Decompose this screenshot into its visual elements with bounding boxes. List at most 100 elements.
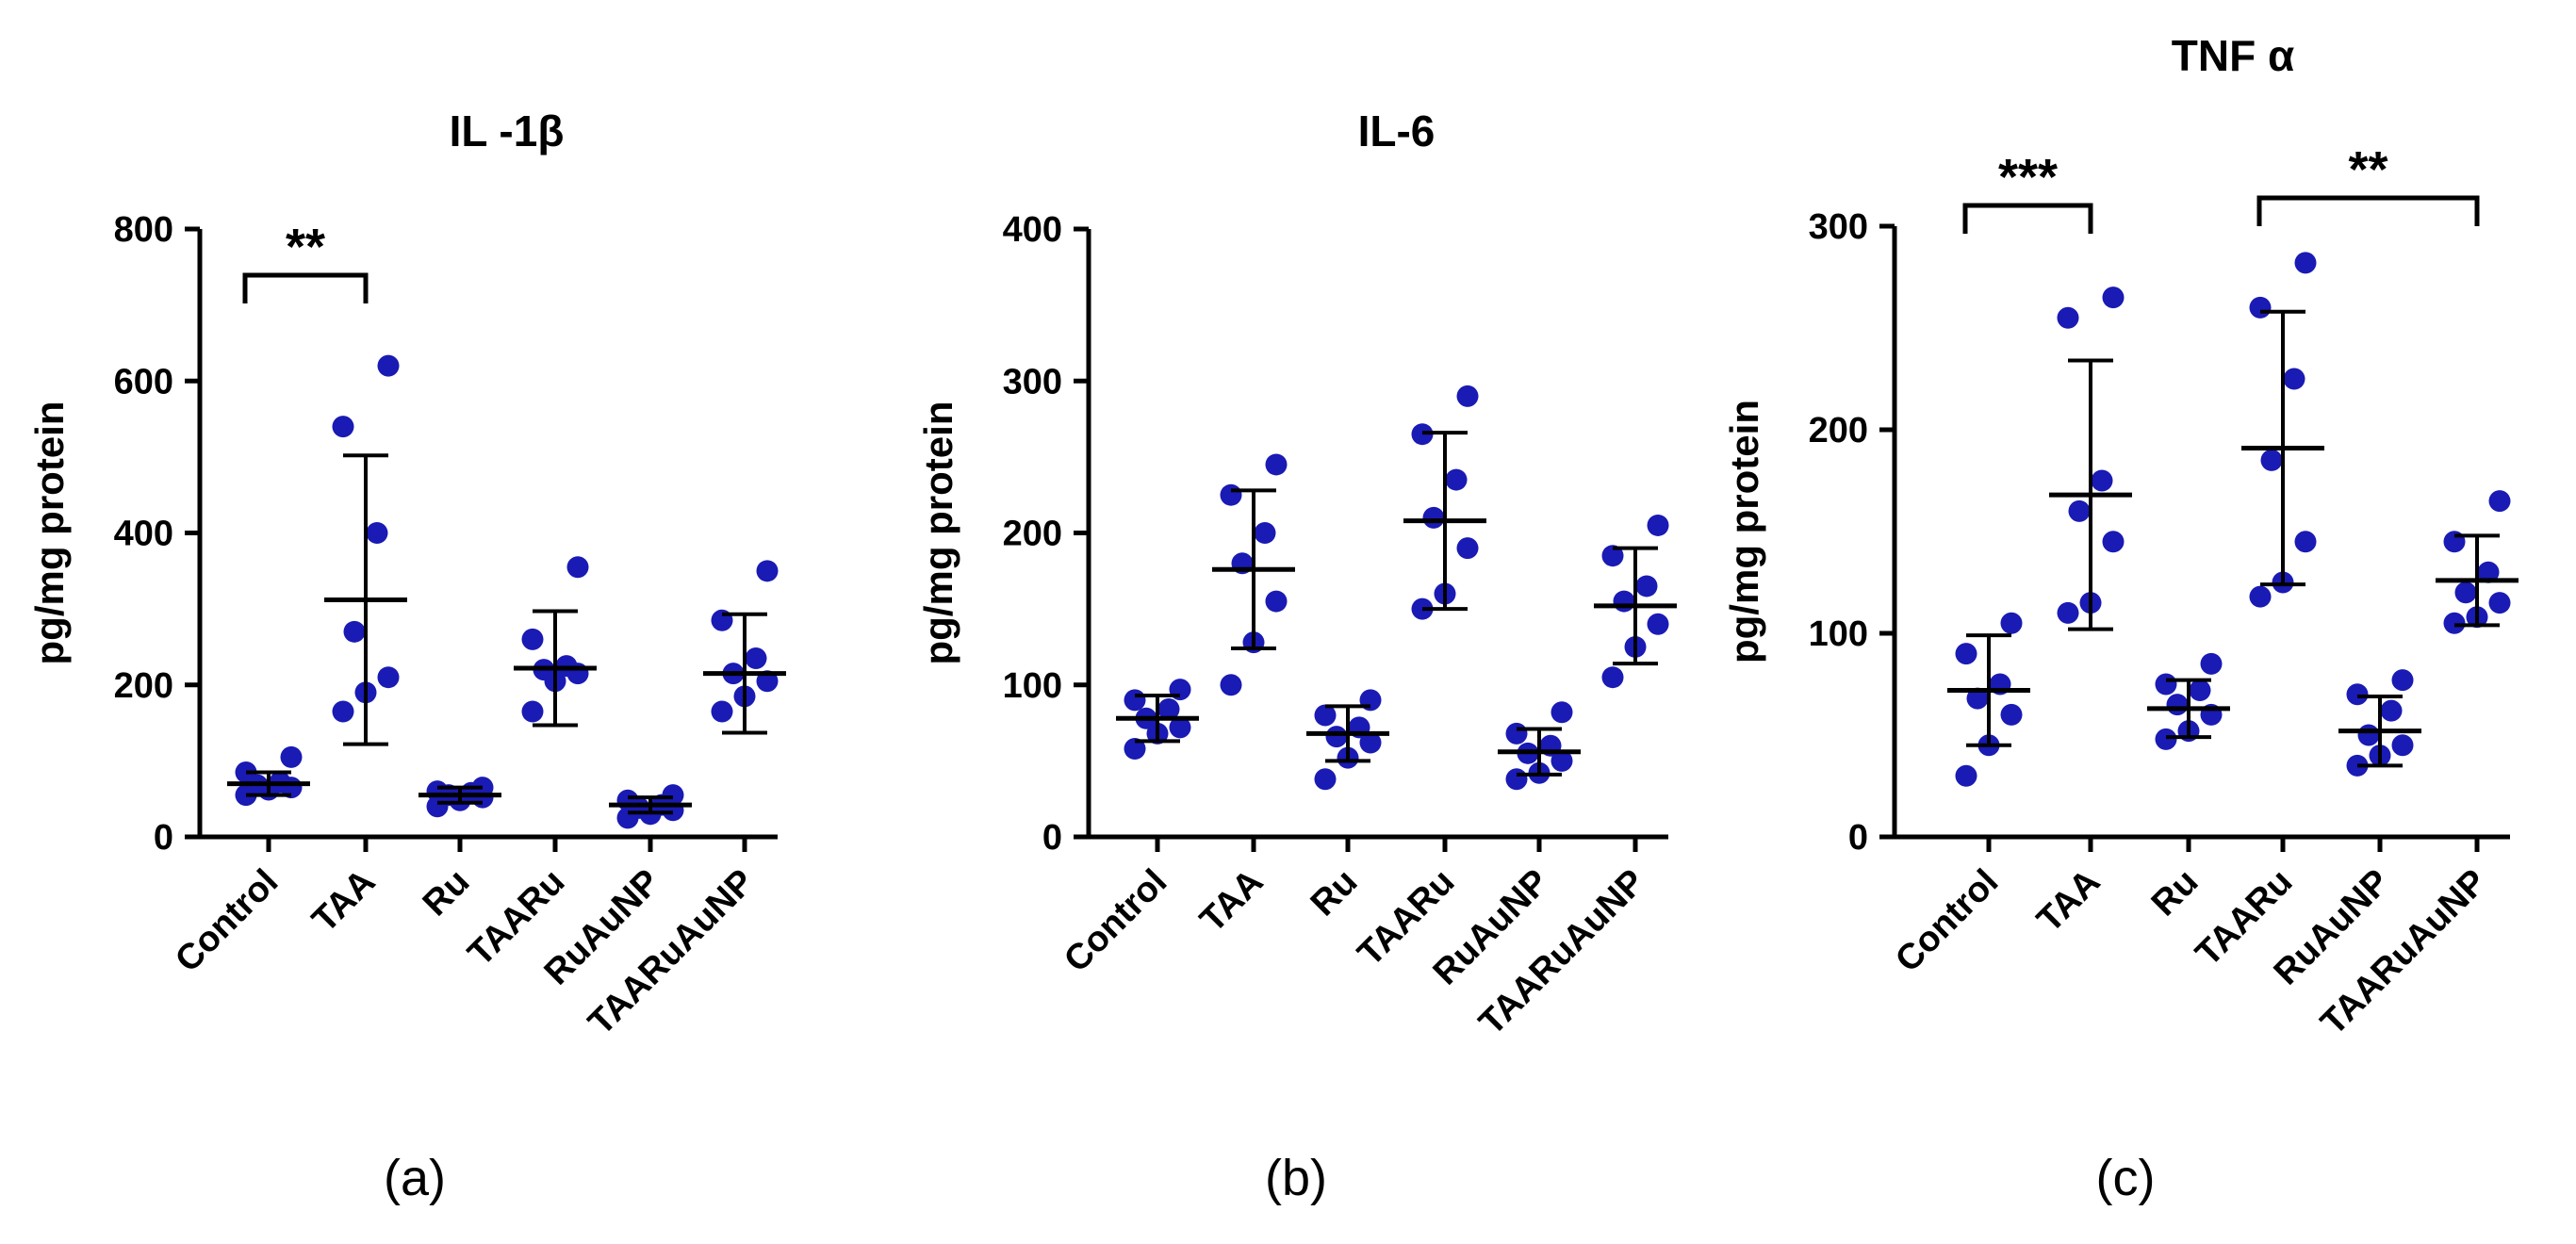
data-point	[1325, 726, 1348, 748]
x-tick-label: TAARuAuNP	[2313, 862, 2494, 1043]
data-point	[2155, 673, 2177, 696]
x-tick-label: TAARuAuNP	[1471, 862, 1652, 1043]
data-point	[2357, 724, 2380, 746]
y-tick-label: 300	[1003, 362, 1062, 401]
y-tick-label: 200	[114, 666, 173, 706]
data-point	[2260, 449, 2283, 471]
data-point	[1613, 590, 1635, 613]
data-point	[1445, 468, 1468, 491]
data-point	[2346, 683, 2369, 706]
data-point	[2200, 652, 2223, 675]
data-point	[1265, 453, 1288, 476]
y-tick-label: 300	[1809, 207, 1868, 247]
data-point	[1551, 749, 1573, 772]
data-point	[1265, 590, 1288, 613]
data-point	[1647, 613, 1669, 635]
data-point	[377, 666, 400, 689]
data-point	[1124, 689, 1146, 712]
data-point	[2000, 703, 2023, 726]
y-tick-label: 200	[1003, 515, 1062, 554]
data-point	[745, 647, 767, 670]
data-point	[662, 784, 684, 807]
data-point	[2283, 368, 2305, 390]
data-point	[1220, 674, 1242, 696]
data-point	[2488, 490, 2511, 513]
y-tick-label: 200	[1809, 411, 1868, 450]
x-tick-label: TAA	[2029, 862, 2108, 941]
data-point	[2102, 286, 2125, 309]
significance-label: **	[286, 219, 325, 275]
significance-bracket	[242, 272, 369, 303]
data-point	[366, 522, 388, 544]
data-point	[2102, 531, 2125, 553]
data-point	[1551, 701, 1573, 724]
data-point	[280, 745, 303, 768]
data-point	[1314, 768, 1337, 791]
data-point	[2380, 699, 2403, 722]
significance-bracket	[2256, 195, 2480, 226]
data-point	[2166, 694, 2189, 716]
data-point	[1314, 704, 1337, 727]
panel-label: (b)	[1265, 1150, 1327, 1206]
data-point	[2155, 728, 2177, 750]
data-point	[1169, 716, 1191, 739]
panel-label: (a)	[384, 1150, 446, 1206]
data-point	[332, 416, 354, 438]
data-point	[1456, 537, 1479, 560]
chart-title: IL-6	[1358, 106, 1436, 156]
data-point	[2294, 252, 2317, 274]
data-point	[1955, 764, 1977, 787]
data-point	[1601, 666, 1624, 689]
data-point	[566, 556, 589, 579]
data-point	[1456, 385, 1479, 407]
data-point	[2391, 669, 2414, 692]
data-point	[377, 354, 400, 377]
chart-title: TNF α	[2172, 31, 2294, 80]
y-tick-label: 100	[1809, 614, 1868, 654]
data-point	[2249, 585, 2272, 608]
data-point	[616, 789, 639, 811]
data-point	[2454, 581, 2477, 604]
x-tick-label: TAA	[304, 862, 383, 941]
y-tick-label: 800	[114, 210, 173, 250]
data-point	[1359, 731, 1382, 754]
y-tick-label: 400	[114, 515, 173, 554]
chart-title: IL -1β	[450, 106, 565, 156]
x-tick-label: Control	[1057, 862, 1174, 980]
data-point	[756, 560, 779, 582]
significance-label: ***	[1998, 149, 2058, 205]
x-tick-label: TAA	[1192, 862, 1271, 941]
data-point	[2057, 306, 2079, 329]
panel-label: (c)	[2096, 1150, 2156, 1206]
data-point	[2391, 734, 2414, 757]
significance-bracket	[1962, 203, 2093, 234]
y-tick-label: 0	[1848, 818, 1868, 858]
data-point	[521, 628, 544, 650]
y-tick-label: 400	[1003, 210, 1062, 250]
data-point	[1254, 522, 1276, 544]
y-axis-label: pg/mg protein	[1722, 400, 1766, 663]
data-point	[2189, 679, 2211, 701]
data-point	[1220, 483, 1242, 506]
data-point	[2294, 531, 2317, 553]
y-axis-label: pg/mg protein	[27, 401, 72, 665]
data-point	[2488, 592, 2511, 614]
data-point	[1124, 737, 1146, 760]
x-tick-label: Control	[1888, 862, 2006, 980]
x-tick-label: Ru	[2144, 862, 2207, 925]
x-tick-label: Control	[168, 862, 286, 980]
x-tick-label: TAARuAuNP	[581, 862, 762, 1043]
y-tick-label: 600	[114, 362, 173, 401]
data-point	[2443, 612, 2466, 634]
data-point	[1505, 768, 1528, 791]
x-tick-label: Ru	[416, 862, 478, 925]
data-point	[343, 620, 366, 643]
data-point	[1422, 506, 1445, 529]
data-point	[2068, 499, 2091, 522]
data-point	[332, 700, 354, 723]
data-point	[2057, 601, 2079, 624]
